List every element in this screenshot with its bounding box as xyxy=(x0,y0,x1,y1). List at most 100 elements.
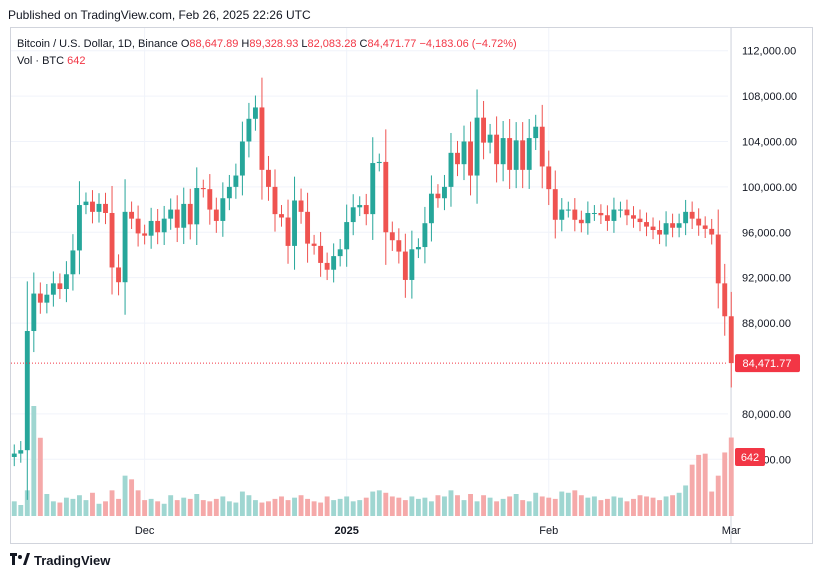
candle-body xyxy=(350,207,356,223)
volume-bar xyxy=(370,491,376,516)
volume-bar xyxy=(161,503,167,516)
tradingview-logo-icon xyxy=(10,553,30,568)
candle-body xyxy=(161,218,167,233)
volume-bar xyxy=(37,437,43,516)
volume-bar xyxy=(376,490,382,516)
candle-body xyxy=(194,188,200,225)
published-caption: Published on TradingView.com, Feb 26, 20… xyxy=(8,8,311,22)
volume-bar xyxy=(520,500,526,516)
candle-body xyxy=(435,193,441,199)
candle-body xyxy=(344,222,350,250)
volume-bar xyxy=(90,492,95,516)
volume-bar xyxy=(24,490,30,516)
volume-bar xyxy=(272,498,278,516)
volume-bar xyxy=(494,501,500,516)
last-price-badge xyxy=(735,354,800,373)
volume-bar xyxy=(239,491,245,516)
open-value: 88,647.89 xyxy=(189,38,239,50)
candle-body xyxy=(670,223,676,228)
y-tick-label: 88,000.00 xyxy=(742,318,791,330)
y-tick-label: 92,000.00 xyxy=(742,273,791,285)
volume-bar xyxy=(324,496,330,516)
candle-body xyxy=(383,161,389,233)
volume-bar xyxy=(174,500,180,516)
volume-bar xyxy=(448,490,454,516)
volume-bar xyxy=(181,497,187,516)
candle-body xyxy=(11,453,17,457)
volume-bar xyxy=(618,497,623,516)
volume-bar xyxy=(415,498,421,516)
candle-body xyxy=(455,152,460,165)
candle-body xyxy=(533,126,539,139)
candle-body xyxy=(461,141,467,165)
volume-bar xyxy=(285,500,291,516)
volume-bar xyxy=(109,490,115,516)
volume-bar xyxy=(213,498,219,516)
candle-body xyxy=(259,107,265,170)
candle-body xyxy=(279,214,284,218)
candle-body xyxy=(187,203,193,225)
volume-bar xyxy=(233,502,239,516)
candle-body xyxy=(487,134,493,143)
volume-bar xyxy=(637,495,643,516)
volume-bar xyxy=(50,501,56,516)
tradingview-footer[interactable]: TradingView xyxy=(10,553,110,568)
volume-bar xyxy=(546,497,552,516)
candle-body xyxy=(559,209,565,220)
volume-bar xyxy=(644,496,649,516)
candle-body xyxy=(481,117,487,143)
volume-bar xyxy=(402,500,408,516)
candle-body xyxy=(611,209,617,221)
candle-body xyxy=(468,141,473,176)
candle-body xyxy=(246,118,252,142)
volume-bar xyxy=(266,501,271,516)
volume-bar xyxy=(103,501,108,516)
candle-body xyxy=(520,140,526,170)
candle-body xyxy=(604,215,610,221)
candle-body xyxy=(448,152,454,187)
volume-bar xyxy=(11,501,17,516)
y-tick-label: 96,000.00 xyxy=(742,227,791,239)
candle-body xyxy=(428,193,434,224)
candle-body xyxy=(266,169,271,187)
volume-bar xyxy=(168,495,174,516)
volume-bar xyxy=(311,501,317,516)
candle-body xyxy=(650,226,656,231)
candle-body xyxy=(565,209,571,211)
candle-body xyxy=(272,186,278,215)
volume-bar xyxy=(500,498,506,516)
candle-body xyxy=(76,205,82,251)
candle-body xyxy=(305,211,311,244)
volume-bar xyxy=(96,503,102,516)
y-tick-label: 112,000.00 xyxy=(742,46,796,58)
volume-bar xyxy=(663,496,669,516)
candle-body xyxy=(637,218,643,223)
last-price-label: 84,471.77 xyxy=(743,358,792,370)
volume-bar xyxy=(279,496,284,516)
volume-bar xyxy=(389,496,395,516)
candle-body xyxy=(618,209,623,211)
candle-body xyxy=(207,189,213,210)
candle-body xyxy=(90,201,95,212)
volume-bar xyxy=(135,490,141,516)
volume-bar xyxy=(44,494,50,516)
volume-bar xyxy=(148,498,154,516)
volume-bar xyxy=(298,495,304,516)
last-volume-label: 642 xyxy=(741,452,759,464)
volume-value: 642 xyxy=(67,55,86,67)
volume-bar xyxy=(722,452,728,516)
y-tick-label: 104,000.00 xyxy=(742,136,797,148)
volume-bar xyxy=(318,502,324,516)
candle-body xyxy=(168,209,174,219)
volume-bar xyxy=(142,500,148,516)
candle-body xyxy=(494,134,500,165)
candle-body xyxy=(31,293,37,332)
candle-body xyxy=(598,212,604,216)
symbol-title: Bitcoin / U.S. Dollar, 1D, Binance xyxy=(17,38,178,50)
volume-bar xyxy=(559,491,565,516)
candle-body xyxy=(396,240,402,252)
volume-bar xyxy=(657,500,663,516)
volume-bar xyxy=(650,497,656,516)
high-value: 89,328.93 xyxy=(249,38,299,50)
